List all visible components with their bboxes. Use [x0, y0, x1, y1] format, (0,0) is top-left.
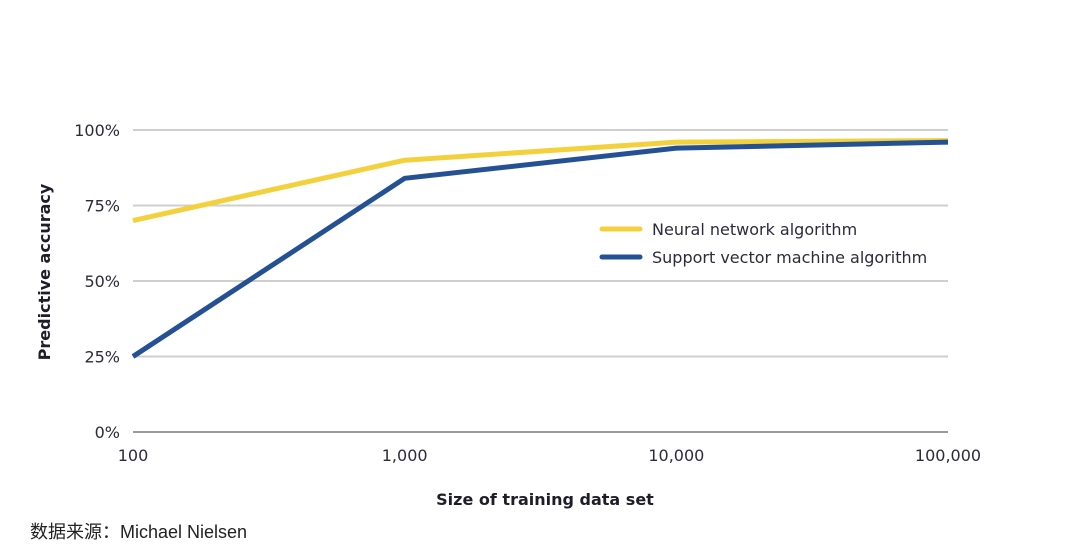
legend-label: Support vector machine algorithm: [652, 248, 927, 267]
series-line-svm: [131, 139, 949, 359]
y-tick-label: 75%: [84, 197, 120, 216]
x-tick-label: 10,000: [648, 446, 704, 465]
x-tick-label: 1,000: [382, 446, 428, 465]
y-tick-label: 0%: [95, 423, 120, 442]
y-tick-label: 50%: [84, 272, 120, 291]
legend-label: Neural network algorithm: [652, 220, 857, 239]
x-tick-label: 100,000: [915, 446, 981, 465]
y-axis-label: Predictive accuracy: [35, 183, 54, 360]
legend: Neural network algorithm Support vector m…: [599, 220, 927, 267]
x-axis-label: Size of training data set: [436, 490, 654, 509]
x-tick-label: 100: [118, 446, 149, 465]
source-note: 数据来源：Michael Nielsen: [30, 522, 248, 542]
series-line-neural-network: [132, 138, 949, 224]
y-tick-label: 25%: [84, 348, 120, 367]
y-tick-label: 100%: [74, 121, 120, 140]
